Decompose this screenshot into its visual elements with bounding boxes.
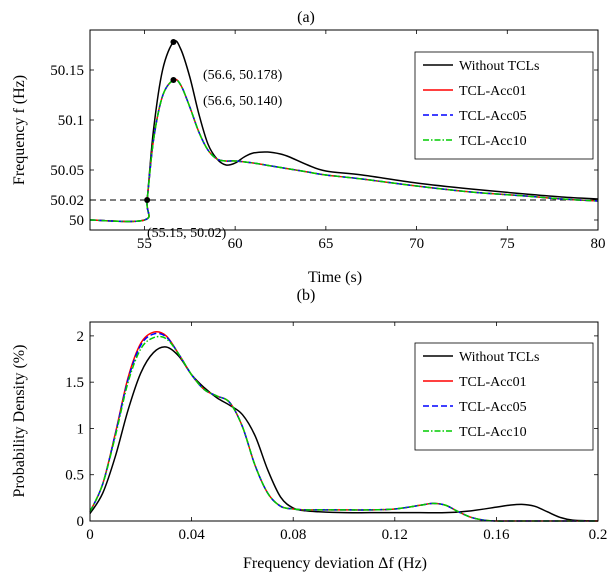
panel-a-legend-label: TCL-Acc01 [459, 84, 527, 99]
panel-b-legend-label: TCL-Acc01 [459, 375, 527, 390]
panel-b-legend-label: Without TCLs [459, 350, 539, 365]
panel-b-x-tick-label: 0.16 [483, 527, 510, 543]
panel-b-y-axis-label: Probability Density (%) [11, 345, 28, 498]
panel-b-legend-label: TCL-Acc05 [459, 400, 527, 415]
panel-a-x-tick-label: 70 [409, 236, 424, 252]
panel-a-x-tick-label: 75 [500, 236, 515, 252]
panel-a-x-axis-label: Time (s) [308, 269, 362, 286]
panel-b-plot-frame [89, 321, 599, 522]
panel-b-y-tick-label: 1 [77, 421, 85, 437]
panel-a-frequency-response: (a) 55 60 65 70 75 80 50 50.02 50.05 50.1 50.15 (5… [11, 9, 606, 286]
panel-a-x-tick-label: 80 [591, 236, 606, 252]
panel-a-legend-box [414, 51, 594, 160]
panel-b-legend-label: TCL-Acc10 [459, 425, 527, 440]
panel-b-probability-density: (b) 0 0.04 0.08 0.12 0.16 0.2 0 0.5 1 1.5 2 Freque… [11, 287, 607, 572]
panel-b-title: (b) [297, 287, 316, 304]
panel-b-x-tick-label: 0.08 [280, 527, 306, 543]
panel-b-series-tcl-acc10 [89, 335, 598, 522]
panel-a-y-axis-label: Frequency f (Hz) [11, 75, 28, 185]
annotation-marker [144, 197, 151, 203]
panel-b-series [89, 330, 599, 522]
panel-a-y-tick-label: 50.05 [50, 163, 84, 179]
panel-a-legend-label: TCL-Acc05 [459, 109, 527, 124]
panel-b-x-tick-label: 0 [86, 527, 94, 543]
panel-a-y-tick-label: 50.1 [58, 113, 84, 129]
panel-a-series-tcl-acc05 [89, 78, 599, 223]
panel-b-x-tick-label: 0.12 [382, 527, 408, 543]
annotation-peak-with-tcls: (56.6, 50.140) [203, 94, 283, 109]
panel-b-y-tick-label: 0.5 [65, 468, 84, 484]
annotation-threshold-crossing: (55.15, 50.02) [147, 226, 227, 241]
panel-a-series-without-tcls [89, 40, 599, 223]
panel-a-y-tick-label: 50 [69, 213, 84, 229]
panel-a-legend-label: Without TCLs [459, 59, 539, 74]
panel-b-legend-box [414, 342, 594, 451]
panel-b-y-tick-label: 2 [77, 329, 85, 345]
panel-a-y-tick-label: 50.15 [50, 63, 84, 79]
panel-b-legend: Without TCLs TCL-Acc01 TCL-Acc05 TCL-Acc10 [414, 342, 594, 451]
panel-b-x-tick-label: 0.2 [589, 527, 608, 543]
annotation-peak-without-tcls: (56.6, 50.178) [203, 68, 283, 83]
panel-a-legend-label: TCL-Acc10 [459, 134, 527, 149]
panel-a-x-tick-label: 60 [228, 236, 243, 252]
panel-a-x-tick-label: 65 [318, 236, 333, 252]
panel-b-x-tick-label: 0.04 [178, 527, 205, 543]
panel-a-x-tick-label: 55 [137, 236, 152, 252]
panel-a-y-tick-label: 50.02 [50, 193, 84, 209]
panel-b-series-without-tcls [89, 346, 599, 522]
panel-b-y-tick-label: 1.5 [65, 375, 84, 391]
panel-a-plot-frame [89, 29, 599, 231]
panel-b-x-axis-label: Frequency deviation Δf (Hz) [243, 555, 427, 572]
panel-a-markers [144, 39, 177, 203]
panel-b-ticks: 0 0.04 0.08 0.12 0.16 0.2 0 0.5 1 1.5 2 [65, 322, 607, 543]
annotation-marker [170, 77, 177, 83]
panel-a-legend: Without TCLs TCL-Acc01 TCL-Acc05 TCL-Acc10 [414, 51, 594, 160]
panel-a-series [89, 40, 599, 223]
annotation-marker [170, 39, 177, 45]
panel-b-y-tick-label: 0 [77, 514, 85, 530]
panel-a-title: (a) [297, 9, 315, 26]
